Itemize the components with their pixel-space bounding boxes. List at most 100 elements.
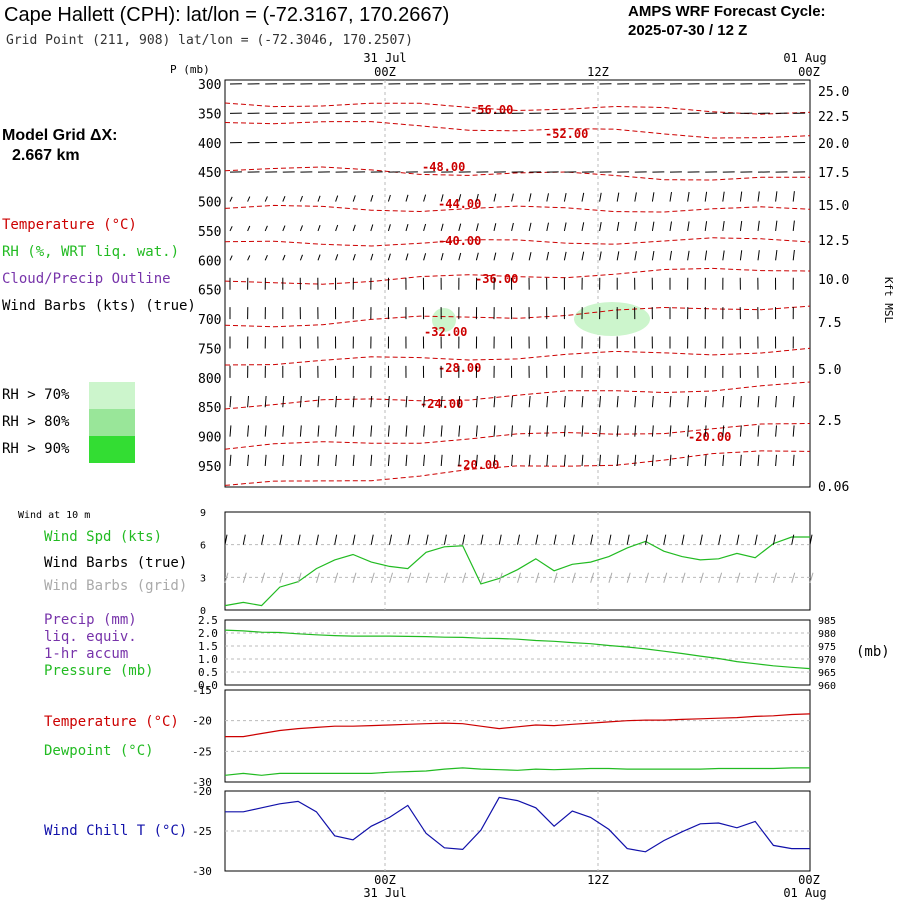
wind10m-barb-grid-27 — [718, 572, 723, 583]
xsection-wind-barb-154 — [616, 192, 620, 202]
wind10m-barb-grid-2 — [261, 572, 266, 583]
xsection-wind-barb-431 — [264, 454, 267, 467]
wind10m-barb-grid-18 — [553, 572, 558, 583]
xsection-wind-barb-459 — [757, 454, 760, 467]
temperature-contour-7 — [224, 347, 811, 366]
xsection-wind-barb-403 — [352, 425, 355, 437]
xsection-wind-barb-167 — [264, 225, 268, 232]
xsection-wind-barb-444 — [493, 454, 496, 467]
xsection-wind-barb-437 — [370, 454, 373, 467]
wind10m-barb-grid-31 — [791, 572, 796, 583]
temperature-contour-6 — [224, 305, 811, 328]
xsection-wind-barb-133 — [247, 196, 251, 202]
xsection-wind-barb-446 — [528, 454, 531, 467]
wind10m-barb-true-2 — [261, 534, 265, 545]
kft-tick-9: 2.5 — [818, 414, 841, 429]
pressure-tick-750: 750 — [198, 342, 221, 357]
xsection-wind-barb-190 — [669, 221, 672, 232]
wind10m-barb-true-19 — [571, 534, 575, 545]
xsection-wind-barb-138 — [335, 195, 339, 202]
wind10m-barb-grid-28 — [736, 572, 741, 583]
xsection-wind-barb-417 — [599, 425, 601, 437]
wind10m-barb-true-26 — [699, 534, 703, 545]
xsection-wind-barb-215 — [528, 252, 532, 261]
wind10m-barb-true-32 — [809, 534, 813, 545]
xsection-wind-barb-449 — [581, 454, 584, 467]
precip-panel-frame — [224, 619, 811, 686]
rh-level-80: RH > 80% — [2, 414, 70, 430]
xsection-wind-barb-148 — [511, 193, 514, 202]
xsection-wind-barb-146 — [475, 193, 479, 202]
xsection-wind-barb-364 — [247, 395, 249, 408]
wind10m-barb-grid-21 — [608, 572, 613, 583]
wind10m-barb-true-10 — [407, 534, 411, 545]
wind10m-barb-grid-3 — [279, 572, 284, 583]
wind10m-barb-grid-20 — [590, 572, 595, 583]
xsection-wind-barb-229 — [775, 250, 778, 261]
wind10m-barb-true-3 — [279, 534, 283, 545]
kft-tick-0: 25.0 — [818, 85, 849, 100]
xsection-wind-barb-226 — [722, 250, 725, 261]
xsection-wind-barb-422 — [687, 425, 689, 437]
wind10m-barb-grid-29 — [754, 572, 759, 583]
wind10m-barb-grid-15 — [498, 572, 503, 583]
bottom-hour-2: 00Z — [798, 873, 820, 887]
precip-ytick-2: 1.0 — [198, 653, 218, 666]
xsection-wind-barb-195 — [757, 220, 760, 231]
temperature-label-7: -28.00 — [438, 361, 481, 375]
xsection-wind-barb-177 — [440, 223, 444, 232]
xsection-wind-barb-134 — [264, 196, 268, 202]
precip-ytick-3: 1.5 — [198, 640, 218, 653]
xsection-wind-barb-385 — [616, 395, 619, 408]
wind10m-barb-grid-12 — [443, 572, 448, 583]
xsection-wind-barb-210 — [440, 252, 444, 261]
xsection-wind-barb-201 — [282, 254, 286, 261]
xsection-wind-barb-187 — [616, 221, 620, 232]
temperature-label-9: -20.00 — [688, 430, 731, 444]
pressure-tick-550: 550 — [198, 225, 221, 240]
temperature-label-10: -20.00 — [456, 458, 499, 472]
xsection-wind-barb-220 — [616, 251, 620, 261]
xsection-wind-barb-414 — [546, 425, 549, 437]
temperature-contour-5 — [224, 267, 811, 285]
xsection-wind-barb-381 — [546, 395, 549, 408]
legend-windchill: Wind Chill T (°C) — [44, 823, 188, 839]
wind-panel-frame — [224, 511, 811, 611]
legend-wind-barbs-true: Wind Barbs (true) — [44, 555, 188, 571]
pressure-tick-300: 300 — [198, 78, 221, 93]
legend-precip-accum: 1-hr accum — [44, 646, 129, 662]
xsection-wind-barb-151 — [563, 193, 567, 202]
xsection-wind-barb-145 — [458, 194, 462, 202]
xsection-wind-barb-153 — [599, 192, 602, 202]
bottom-date-1: 01 Aug — [783, 886, 826, 900]
xsection-wind-barb-197 — [792, 220, 795, 231]
temperature-contour-8 — [224, 381, 811, 410]
xsection-wind-barb-452 — [634, 454, 637, 467]
rh-level-70: RH > 70% — [2, 387, 70, 403]
station-title: Cape Hallett (CPH): lat/lon = (-72.3167,… — [4, 4, 450, 26]
xsection-wind-barb-456 — [704, 454, 707, 467]
kft-axis-title: Kft MSL — [882, 277, 895, 324]
xsection-wind-barb-389 — [687, 395, 689, 408]
temp-ytick--25: -25 — [192, 745, 212, 758]
temperature-label-3: -44.00 — [438, 197, 481, 211]
xsection-frame — [224, 79, 811, 488]
xsection-wind-barb-372 — [387, 395, 390, 408]
xsection-wind-barb-454 — [669, 454, 672, 467]
xsection-wind-barb-217 — [563, 251, 567, 261]
legend-pressure: Pressure (mb) — [44, 663, 154, 679]
p-axis-title: P (mb) — [170, 63, 210, 76]
xsection-wind-barb-143 — [423, 194, 427, 202]
xsection-wind-barb-141 — [387, 194, 391, 202]
wind10m-barb-true-28 — [736, 534, 740, 545]
xsection-wind-barb-189 — [651, 221, 655, 232]
xsection-wind-barb-398 — [264, 425, 267, 437]
wind10m-barb-true-23 — [644, 534, 648, 545]
dewpoint-line — [224, 767, 810, 776]
pressure-tick-400: 400 — [198, 137, 221, 152]
rh-shade-2 — [432, 308, 456, 332]
temperature-contour-4 — [224, 237, 811, 247]
wind10m-barb-true-29 — [754, 534, 758, 545]
pressure-ytick-985: 985 — [818, 616, 836, 627]
wind10m-barb-grid-13 — [462, 572, 467, 583]
